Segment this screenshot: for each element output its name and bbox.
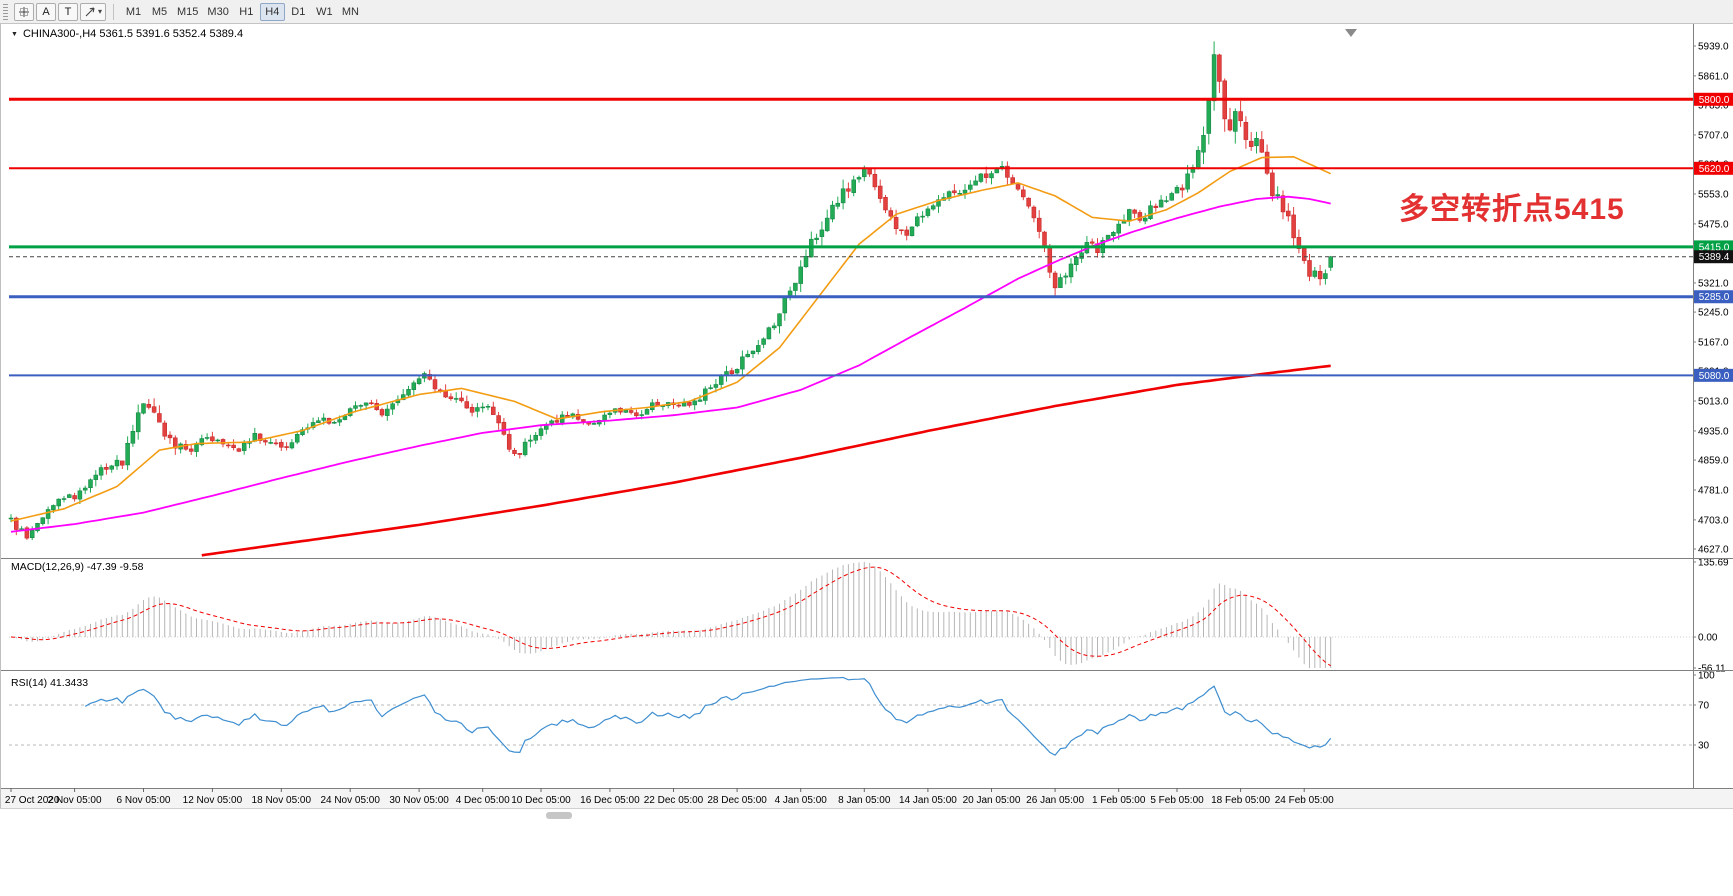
timeframe-group: M1 M5 M15 M30 H1 H4 D1 W1 MN (121, 2, 363, 21)
svg-text:100: 100 (1698, 671, 1715, 682)
svg-text:2 Nov 05:00: 2 Nov 05:00 (48, 795, 102, 806)
chart-window: 5939.05861.05785.05707.05631.05553.05475… (0, 24, 1733, 808)
svg-text:5 Feb 05:00: 5 Feb 05:00 (1150, 795, 1204, 806)
svg-text:0.00: 0.00 (1698, 633, 1718, 644)
crosshair-tool-button[interactable] (14, 2, 34, 21)
ma-mid-line (10, 195, 1331, 533)
crosshair-icon (19, 6, 29, 17)
svg-text:4 Dec 05:00: 4 Dec 05:00 (456, 795, 510, 806)
timeframe-h1-button[interactable]: H1 (234, 3, 259, 21)
svg-text:1 Feb 05:00: 1 Feb 05:00 (1092, 795, 1146, 806)
svg-text:18 Nov 05:00: 18 Nov 05:00 (252, 795, 312, 806)
svg-text:5475.0: 5475.0 (1698, 219, 1729, 230)
svg-text:28 Dec 05:00: 28 Dec 05:00 (707, 795, 767, 806)
svg-text:5553.0: 5553.0 (1698, 189, 1729, 200)
svg-text:12 Nov 05:00: 12 Nov 05:00 (183, 795, 243, 806)
price-badges: 5800.0 5620.0 5415.0 5285.0 5080.0 5389.4 (1694, 92, 1733, 382)
timeframe-d1-button[interactable]: D1 (286, 3, 311, 21)
svg-text:30 Nov 05:00: 30 Nov 05:00 (389, 795, 449, 806)
toolbar-separator (113, 3, 115, 20)
svg-text:30: 30 (1698, 741, 1710, 752)
svg-text:8 Jan 05:00: 8 Jan 05:00 (838, 795, 891, 806)
scrollbar-thumb[interactable] (546, 812, 572, 819)
chart-annotation[interactable]: 多空转折点5415 (1399, 193, 1625, 226)
svg-text:10 Dec 05:00: 10 Dec 05:00 (511, 795, 571, 806)
svg-text:4859.0: 4859.0 (1698, 456, 1729, 467)
rsi-line (84, 676, 1332, 756)
svg-text:14 Jan 05:00: 14 Jan 05:00 (899, 795, 957, 806)
svg-text:16 Dec 05:00: 16 Dec 05:00 (580, 795, 640, 806)
arrow-tool-icon (85, 6, 95, 16)
svg-text:5785.0: 5785.0 (1698, 101, 1729, 112)
svg-text:5939.0: 5939.0 (1698, 42, 1729, 53)
svg-text:5245.0: 5245.0 (1698, 308, 1729, 319)
svg-text:20 Jan 05:00: 20 Jan 05:00 (963, 795, 1021, 806)
svg-text:70: 70 (1698, 701, 1710, 712)
svg-text:4781.0: 4781.0 (1698, 485, 1729, 496)
dropdown-caret-icon: ▾ (98, 6, 103, 16)
timeframe-h4-button[interactable]: H4 (259, 2, 285, 21)
ma-slow-line (201, 364, 1331, 557)
svg-text:6 Nov 05:00: 6 Nov 05:00 (117, 795, 171, 806)
text-a-button[interactable]: A (36, 2, 56, 21)
svg-text:5013.0: 5013.0 (1698, 397, 1729, 408)
svg-text:135.69: 135.69 (1698, 558, 1729, 569)
svg-text:5707.0: 5707.0 (1698, 130, 1729, 141)
timeframe-w1-button[interactable]: W1 (312, 3, 337, 21)
svg-text:5167.0: 5167.0 (1698, 337, 1729, 348)
chart-shift-marker-icon[interactable] (1345, 29, 1357, 37)
svg-text:4 Jan 05:00: 4 Jan 05:00 (775, 795, 828, 806)
macd-pane: 135.69 0.00 -56.11 (9, 558, 1729, 675)
svg-text:5415.0: 5415.0 (1699, 242, 1730, 253)
timeframe-m5-button[interactable]: M5 (147, 3, 172, 21)
svg-text:22 Dec 05:00: 22 Dec 05:00 (644, 795, 704, 806)
svg-text:5800.0: 5800.0 (1699, 95, 1730, 106)
svg-text:5861.0: 5861.0 (1698, 71, 1729, 82)
svg-text:5321.0: 5321.0 (1698, 278, 1729, 289)
svg-text:26 Jan 05:00: 26 Jan 05:00 (1026, 795, 1084, 806)
svg-text:27 Oct 2020: 27 Oct 2020 (5, 795, 60, 806)
svg-text:5285.0: 5285.0 (1699, 292, 1730, 303)
shapes-tool-button[interactable]: ▾ (80, 2, 107, 21)
svg-text:4627.0: 4627.0 (1698, 545, 1729, 556)
chart-canvas[interactable]: 5939.05861.05785.05707.05631.05553.05475… (1, 24, 1733, 808)
svg-text:4703.0: 4703.0 (1698, 515, 1729, 526)
svg-text:-56.11: -56.11 (1698, 664, 1726, 675)
bottom-panel (0, 808, 1733, 896)
timeframe-m1-button[interactable]: M1 (121, 3, 146, 21)
timeframe-mn-button[interactable]: MN (338, 3, 363, 21)
svg-text:5080.0: 5080.0 (1699, 371, 1730, 382)
toolbar: A T ▾ M1 M5 M15 M30 H1 H4 D1 W1 MN (0, 0, 1733, 24)
timeframe-m30-button[interactable]: M30 (203, 3, 232, 21)
ma-fast-line (10, 155, 1332, 522)
svg-text:24 Nov 05:00: 24 Nov 05:00 (320, 795, 380, 806)
candles-layer (8, 41, 1333, 541)
rsi-pane: 100 70 30 (9, 671, 1715, 756)
svg-text:4935.0: 4935.0 (1698, 426, 1729, 437)
svg-text:5620.0: 5620.0 (1699, 164, 1730, 175)
text-t-button[interactable]: T (58, 2, 78, 21)
toolbar-gripper[interactable] (3, 3, 8, 20)
macd-signal-line (10, 566, 1331, 667)
timeframe-m15-button[interactable]: M15 (173, 3, 202, 21)
level-lines (9, 97, 1693, 377)
svg-text:24 Feb 05:00: 24 Feb 05:00 (1275, 795, 1334, 806)
svg-text:5389.4: 5389.4 (1699, 252, 1730, 263)
svg-text:18 Feb 05:00: 18 Feb 05:00 (1211, 795, 1270, 806)
